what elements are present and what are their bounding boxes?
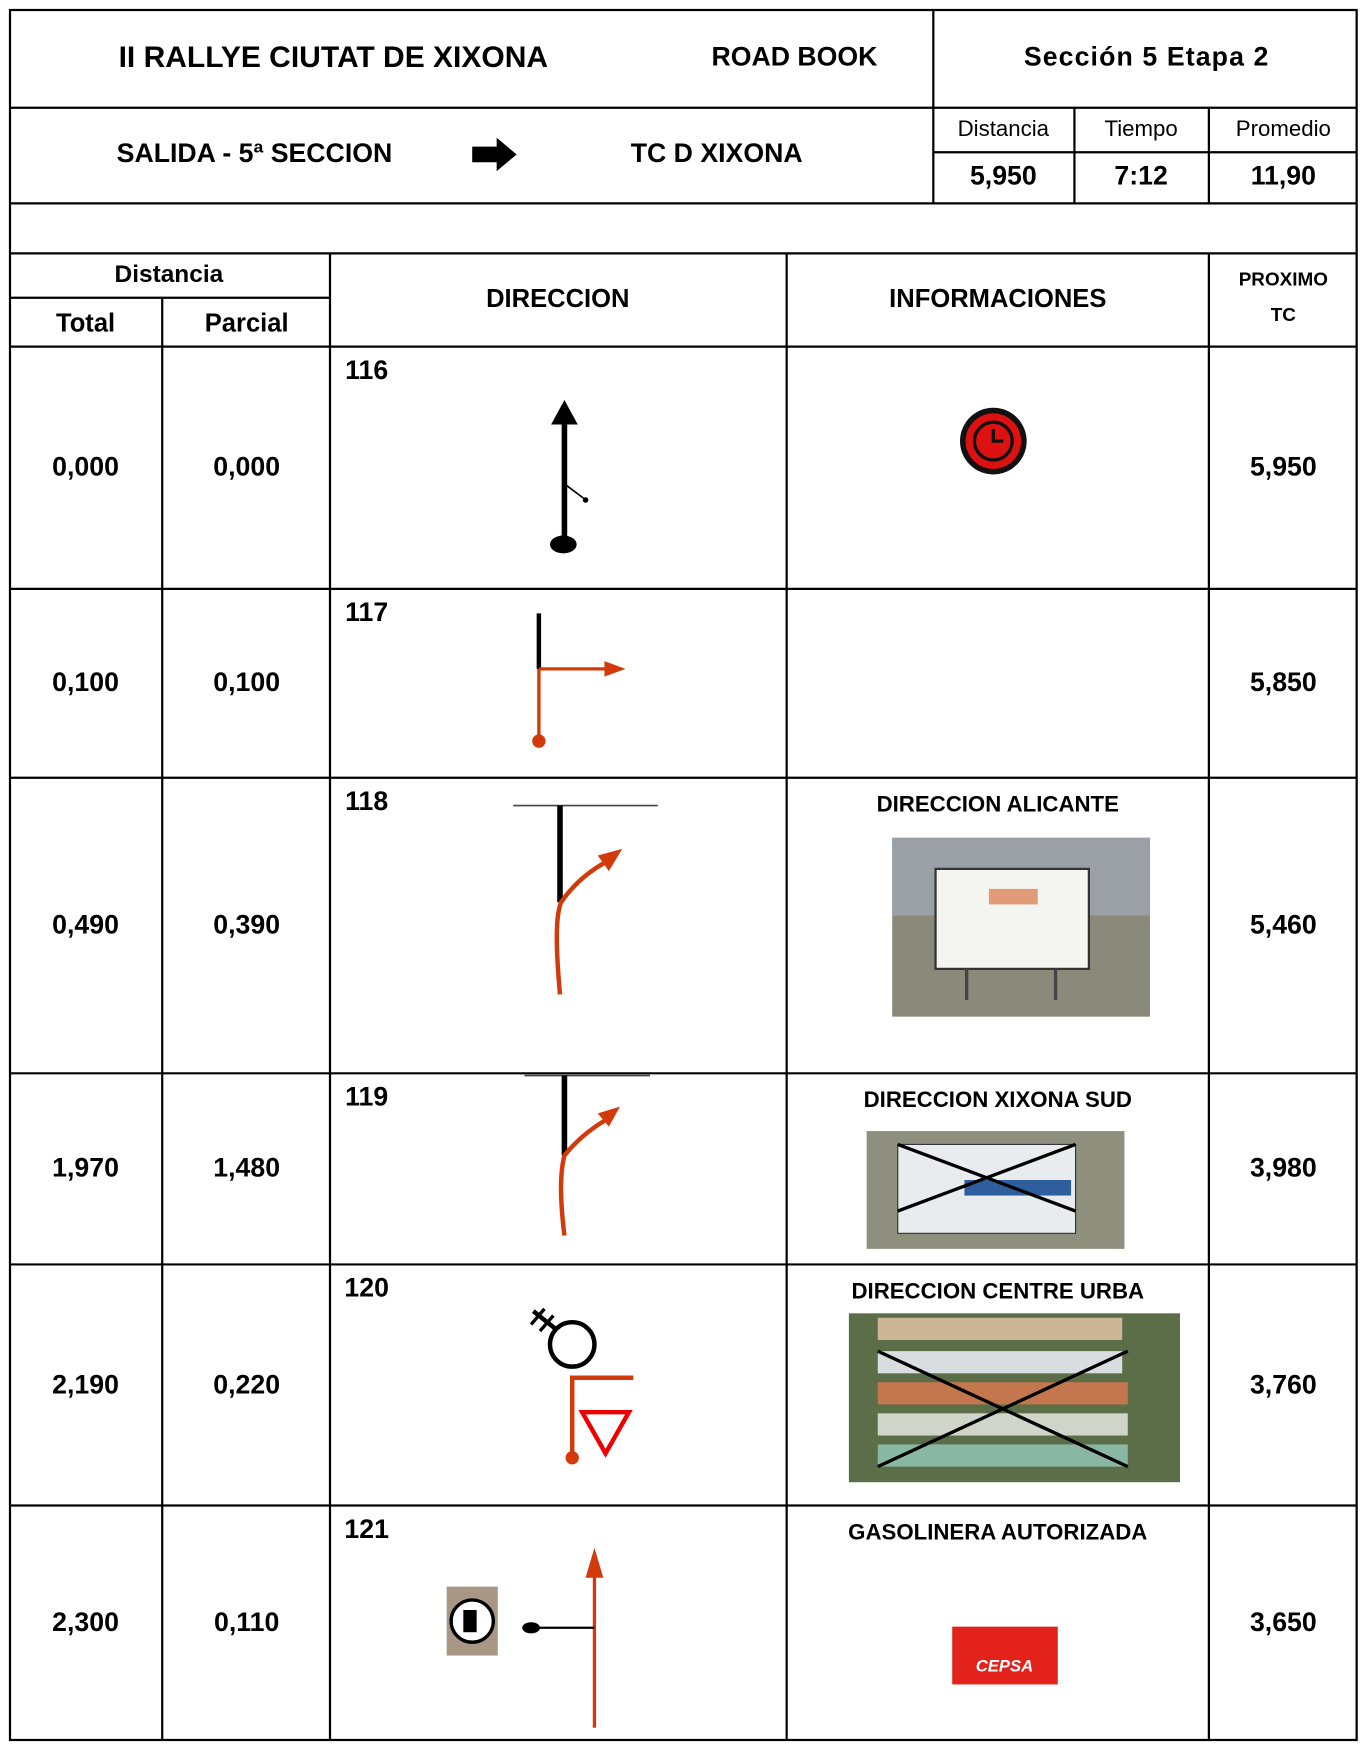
grid bbox=[8, 8, 1358, 1742]
tulip-number: 119 bbox=[345, 1082, 389, 1113]
total: 0,490 bbox=[52, 909, 119, 940]
parcial: 1,480 bbox=[213, 1153, 281, 1184]
sign bbox=[934, 867, 1090, 970]
stat-label: Tiempo bbox=[1104, 117, 1178, 142]
title: II RALLYE CIUTAT DE XIXONA bbox=[118, 40, 549, 74]
proximo-tc: 3,980 bbox=[1249, 1153, 1317, 1184]
info-title: GASOLINERA AUTORIZADA bbox=[848, 1520, 1148, 1545]
column-header: Parcial bbox=[204, 308, 289, 338]
tulip-number: 116 bbox=[345, 355, 389, 386]
stop-clock bbox=[959, 407, 1027, 475]
tulip-118 bbox=[513, 804, 658, 995]
parcial: 0,100 bbox=[213, 667, 281, 698]
proximo-tc: 3,760 bbox=[1249, 1369, 1317, 1400]
section: Sección 5 Etapa 2 bbox=[1023, 42, 1270, 73]
logo-text: CEPSA bbox=[975, 1657, 1034, 1677]
cepsa-logo bbox=[952, 1626, 1058, 1685]
group-header: Distancia bbox=[114, 259, 224, 288]
parcial: 0,220 bbox=[213, 1369, 281, 1400]
tulip-number: 121 bbox=[344, 1514, 389, 1545]
total: 2,190 bbox=[52, 1369, 119, 1400]
route-from: SALIDA - 5ª SECCION bbox=[116, 138, 393, 169]
proximo-tc: 5,460 bbox=[1249, 909, 1317, 940]
total: 0,000 bbox=[52, 452, 119, 483]
column-header: INFORMACIONES bbox=[889, 283, 1107, 313]
column-header: Total bbox=[55, 308, 116, 338]
stat-value: 5,950 bbox=[969, 161, 1037, 192]
tulip-121 bbox=[446, 1547, 604, 1728]
stat-value: 7:12 bbox=[1114, 161, 1168, 192]
proximo-tc: 5,850 bbox=[1249, 667, 1317, 698]
tulip-116 bbox=[549, 399, 589, 554]
proximo-tc: 3,650 bbox=[1249, 1607, 1317, 1638]
parcial: 0,000 bbox=[213, 452, 281, 483]
info-title: DIRECCION XIXONA SUD bbox=[863, 1088, 1132, 1113]
column-header: DIRECCION bbox=[486, 283, 630, 313]
tulip-number: 117 bbox=[345, 597, 389, 628]
total: 1,970 bbox=[52, 1153, 119, 1184]
route-to: TC D XIXONA bbox=[630, 138, 803, 169]
tulip-117 bbox=[532, 613, 626, 748]
total: 2,300 bbox=[52, 1607, 119, 1638]
stat-label: Distancia bbox=[957, 117, 1050, 142]
stat-value: 11,90 bbox=[1250, 161, 1316, 192]
tulip-number: 118 bbox=[345, 786, 389, 817]
column-header: PROXIMO TC bbox=[1238, 268, 1328, 326]
sign-plate bbox=[988, 888, 1038, 905]
tulip-120 bbox=[529, 1307, 634, 1465]
stat-label: Promedio bbox=[1235, 117, 1331, 142]
parcial: 0,390 bbox=[213, 909, 281, 940]
tulip-119 bbox=[524, 1074, 650, 1236]
parcial: 0,110 bbox=[214, 1607, 280, 1638]
info-title: DIRECCION CENTRE URBA bbox=[851, 1279, 1145, 1304]
total: 0,100 bbox=[52, 667, 119, 698]
info-title: DIRECCION ALICANTE bbox=[876, 792, 1119, 818]
subtitle: ROAD BOOK bbox=[711, 42, 878, 73]
route-arrow bbox=[472, 137, 517, 172]
proximo-tc: 5,950 bbox=[1249, 452, 1317, 483]
tulip-number: 120 bbox=[344, 1273, 389, 1304]
